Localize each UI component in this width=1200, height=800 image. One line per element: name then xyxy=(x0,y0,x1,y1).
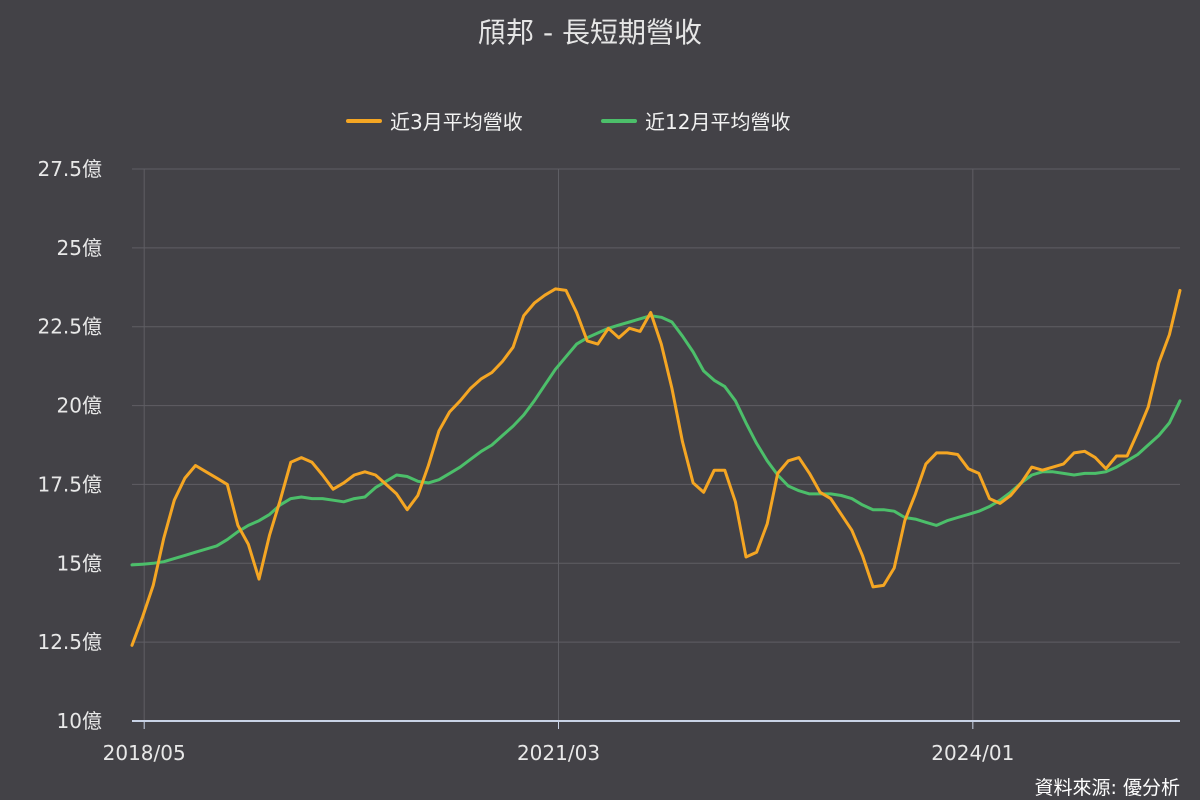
x-tick-label: 2024/01 xyxy=(931,741,1014,765)
series-line-1[interactable] xyxy=(130,287,1182,647)
legend-label-series-2: 近12月平均營收 xyxy=(645,110,790,134)
source-note: 資料來源: 優分析 xyxy=(1035,777,1180,799)
y-tick-label: 15億 xyxy=(57,551,102,575)
y-gridlines xyxy=(132,168,1180,643)
x-axis-labels: 2018/05 2021/03 2024/01 xyxy=(103,721,1014,765)
y-tick-label: 27.5億 xyxy=(37,157,102,181)
y-tick-label: 20億 xyxy=(57,394,102,418)
series-lines xyxy=(130,287,1182,647)
x-tick-label: 2021/03 xyxy=(517,741,600,765)
legend-item-series-2[interactable]: 近12月平均營收 xyxy=(601,110,790,134)
legend-label-series-1: 近3月平均營收 xyxy=(390,110,523,134)
legend: 近3月平均營收 近12月平均營收 xyxy=(346,110,790,134)
y-tick-label: 25億 xyxy=(57,236,102,260)
y-tick-label: 12.5億 xyxy=(37,630,102,654)
x-gridlines xyxy=(143,169,974,721)
y-tick-label: 10億 xyxy=(57,709,102,733)
legend-item-series-1[interactable]: 近3月平均營收 xyxy=(346,110,523,134)
y-axis-labels: 10億 12.5億 15億 17.5億 20億 22.5億 25億 27.5億 xyxy=(37,157,102,733)
y-tick-label: 22.5億 xyxy=(37,315,102,339)
series-line-2[interactable] xyxy=(130,314,1182,567)
x-tick-label: 2018/05 xyxy=(103,741,186,765)
y-tick-label: 17.5億 xyxy=(37,472,102,496)
chart-title: 頎邦 - 長短期營收 xyxy=(478,16,702,49)
